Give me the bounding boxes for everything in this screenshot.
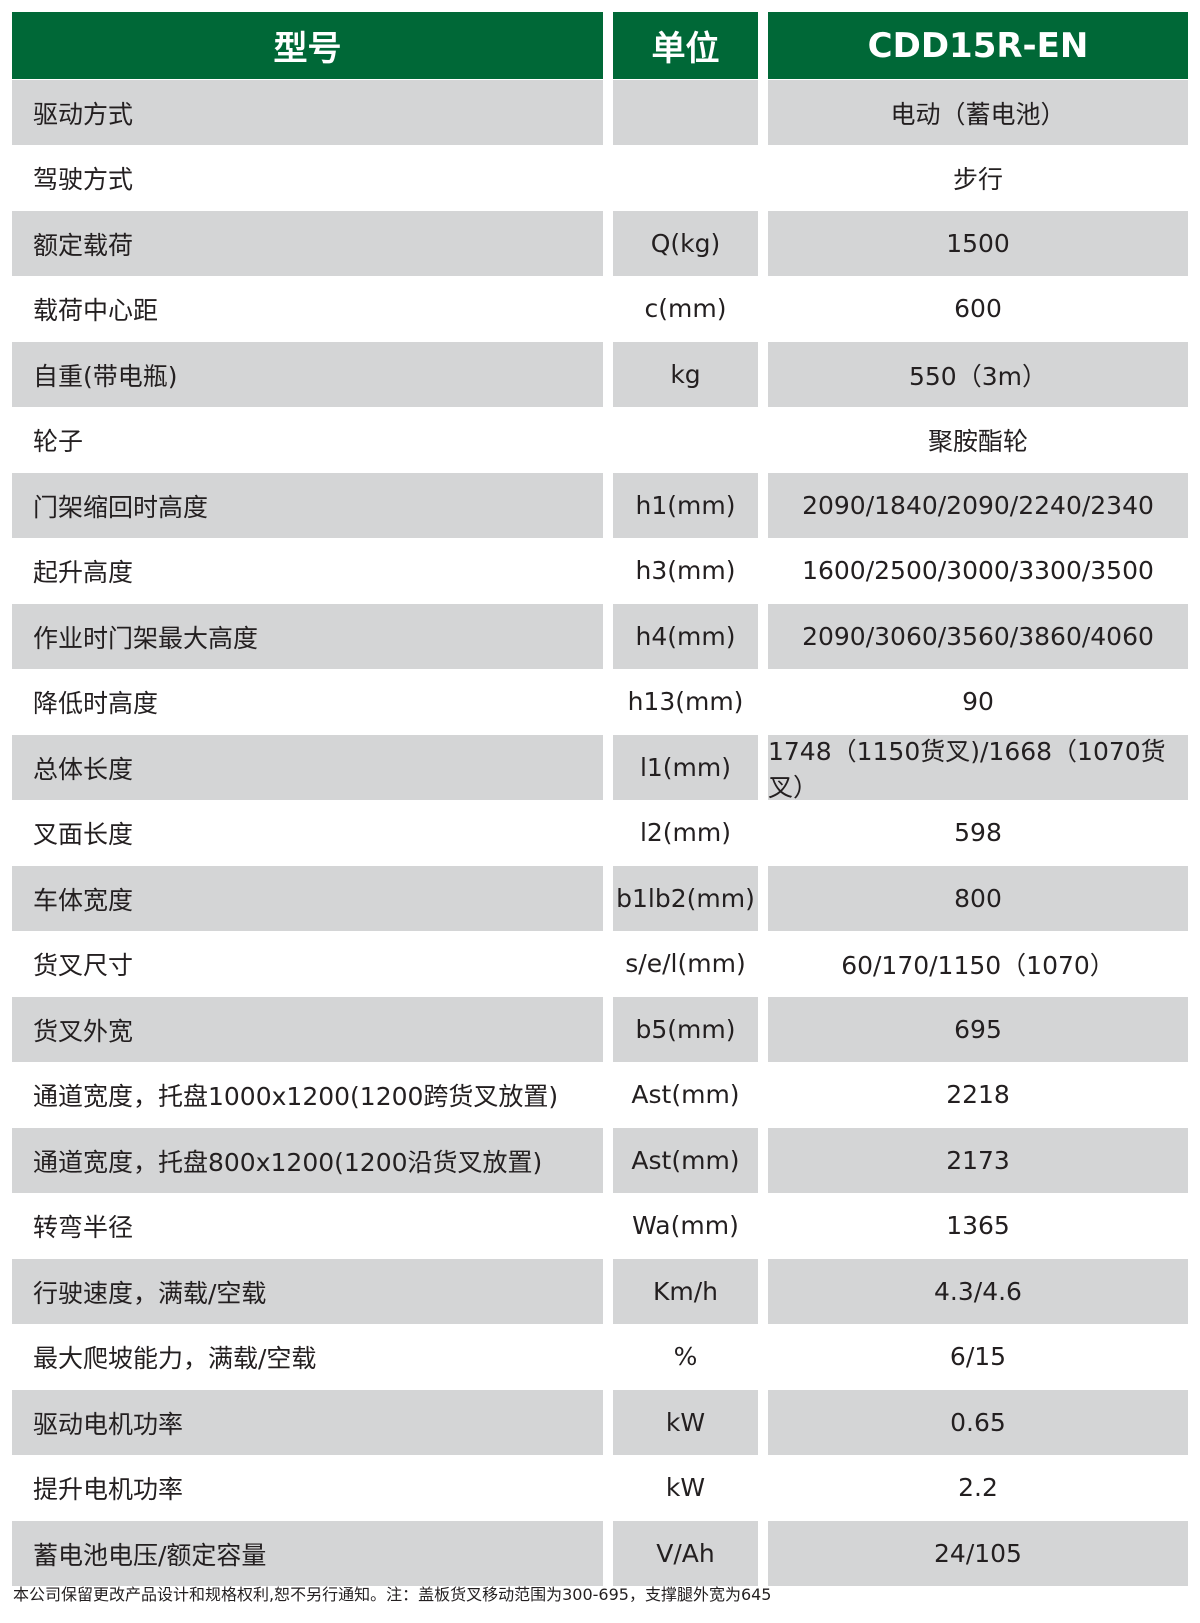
- spec-unit: kW: [665, 1473, 706, 1502]
- table-row: 起升高度 h3(mm) 1600/2500/3000/3300/3500: [12, 538, 1188, 603]
- spec-unit: Wa(mm): [632, 1211, 739, 1240]
- spec-name: 转弯半径: [33, 1212, 134, 1242]
- spec-name: 提升电机功率: [33, 1474, 184, 1504]
- spec-value: 步行: [952, 164, 1003, 194]
- spec-unit: h1(mm): [613, 473, 758, 538]
- table-row: 作业时门架最大高度 h4(mm) 2090/3060/3560/3860/4060: [12, 603, 1188, 669]
- spec-value: 1500: [768, 211, 1188, 276]
- spec-unit: V/Ah: [613, 1521, 758, 1586]
- spec-value: 2090/1840/2090/2240/2340: [768, 473, 1188, 538]
- spec-value: 2090/3060/3560/3860/4060: [768, 604, 1188, 669]
- spec-value: 4.3/4.6: [768, 1259, 1188, 1324]
- spec-value: 2218: [946, 1080, 1010, 1109]
- spec-unit: [613, 407, 758, 472]
- table-row: 载荷中心距 c(mm) 600: [12, 276, 1188, 341]
- spec-value: 1600/2500/3000/3300/3500: [802, 556, 1154, 585]
- table-row: 车体宽度 b1lb2(mm) 800: [12, 865, 1188, 931]
- spec-name: 最大爬坡能力，满载/空载: [33, 1343, 317, 1373]
- spec-unit: h4(mm): [613, 604, 758, 669]
- spec-name: 通道宽度，托盘800x1200(1200沿货叉放置): [12, 1128, 603, 1193]
- spec-name: 驱动方式: [12, 80, 603, 145]
- table-row: 门架缩回时高度 h1(mm) 2090/1840/2090/2240/2340: [12, 472, 1188, 538]
- table-row: 总体长度 l1(mm) 1748（1150货叉)/1668（1070货叉）: [12, 734, 1188, 802]
- spec-name: 通道宽度，托盘1000x1200(1200跨货叉放置): [33, 1081, 559, 1111]
- spec-value: 60/170/1150（1070）: [841, 950, 1115, 980]
- table-row: 转弯半径 Wa(mm) 1365: [12, 1193, 1188, 1258]
- spec-value: 695: [768, 997, 1188, 1062]
- table-row: 叉面长度 l2(mm) 598: [12, 800, 1188, 865]
- table-row: 额定载荷 Q(kg) 1500: [12, 210, 1188, 276]
- spec-unit: Ast(mm): [631, 1080, 740, 1109]
- spec-name: 行驶速度，满载/空载: [12, 1259, 603, 1324]
- table-row: 通道宽度，托盘800x1200(1200沿货叉放置) Ast(mm) 2173: [12, 1127, 1188, 1193]
- table-row: 蓄电池电压/额定容量 V/Ah 24/105: [12, 1520, 1188, 1586]
- header-unit-label: 单位: [613, 12, 758, 79]
- spec-value: 600: [954, 294, 1002, 323]
- table-header: 型号 单位 CDD15R-EN: [12, 12, 1188, 79]
- spec-unit: Km/h: [613, 1259, 758, 1324]
- spec-name: 总体长度: [12, 735, 603, 800]
- spec-unit: h3(mm): [635, 556, 736, 585]
- spec-unit: h13(mm): [627, 687, 744, 716]
- table-row: 轮子 聚胺酯轮: [12, 407, 1188, 472]
- spec-value: 1748（1150货叉)/1668（1070货叉）: [768, 735, 1188, 802]
- table-row: 提升电机功率 kW 2.2: [12, 1455, 1188, 1520]
- spec-unit: l1(mm): [613, 735, 758, 800]
- spec-value: 2.2: [958, 1473, 998, 1502]
- spec-name: 驱动电机功率: [12, 1390, 603, 1455]
- spec-name: 货叉外宽: [12, 997, 603, 1062]
- spec-name: 作业时门架最大高度: [12, 604, 603, 669]
- spec-unit: [613, 145, 758, 210]
- spec-name: 驾驶方式: [33, 164, 134, 194]
- spec-unit: kg: [613, 342, 758, 407]
- spec-name: 载荷中心距: [33, 295, 159, 325]
- table-row: 货叉尺寸 s/e/l(mm) 60/170/1150（1070）: [12, 931, 1188, 996]
- spec-value: 598: [954, 818, 1002, 847]
- spec-value: 聚胺酯轮: [927, 426, 1028, 456]
- table-row: 行驶速度，满载/空载 Km/h 4.3/4.6: [12, 1258, 1188, 1324]
- table-row: 驾驶方式 步行: [12, 145, 1188, 210]
- spec-unit: c(mm): [644, 294, 727, 323]
- footer-note: 本公司保留更改产品设计和规格权利,恕不另行通知。注：盖板货叉移动范围为300-6…: [13, 1585, 772, 1604]
- spec-table: 型号 单位 CDD15R-EN 驱动方式 电动（蓄电池） 驾驶方式 步行额定载荷 Q(k…: [12, 12, 1188, 1586]
- spec-unit: b5(mm): [613, 997, 758, 1062]
- table-row: 通道宽度，托盘1000x1200(1200跨货叉放置) Ast(mm) 2218: [12, 1062, 1188, 1127]
- spec-value: 6/15: [949, 1342, 1007, 1371]
- spec-name: 起升高度: [33, 557, 134, 587]
- table-row: 货叉外宽 b5(mm) 695: [12, 996, 1188, 1062]
- spec-name: 蓄电池电压/额定容量: [12, 1521, 603, 1586]
- table-row: 驱动方式 电动（蓄电池）: [12, 79, 1188, 145]
- spec-name: 额定载荷: [12, 211, 603, 276]
- table-row: 降低时高度 h13(mm) 90: [12, 669, 1188, 734]
- table-row: 自重(带电瓶) kg 550（3m）: [12, 341, 1188, 407]
- header-model-value: CDD15R-EN: [768, 12, 1188, 79]
- spec-name: 轮子: [33, 426, 84, 456]
- spec-value: 90: [962, 687, 994, 716]
- spec-name: 降低时高度: [33, 688, 159, 718]
- spec-unit: l2(mm): [639, 818, 732, 847]
- spec-name: 车体宽度: [12, 866, 603, 931]
- spec-value: 1365: [946, 1211, 1010, 1240]
- header-model-label: 型号: [12, 12, 603, 79]
- spec-name: 自重(带电瓶): [12, 342, 603, 407]
- spec-unit: %: [673, 1342, 698, 1371]
- spec-unit: Ast(mm): [613, 1128, 758, 1193]
- spec-value: 0.65: [768, 1390, 1188, 1455]
- spec-name: 货叉尺寸: [33, 950, 134, 980]
- spec-value: 2173: [768, 1128, 1188, 1193]
- table-row: 驱动电机功率 kW 0.65: [12, 1389, 1188, 1455]
- spec-name: 叉面长度: [33, 819, 134, 849]
- spec-value: 800: [768, 866, 1188, 931]
- spec-value: 电动（蓄电池）: [768, 80, 1188, 145]
- spec-value: 24/105: [768, 1521, 1188, 1586]
- table-row: 最大爬坡能力，满载/空载% 6/15: [12, 1324, 1188, 1389]
- spec-unit: [613, 80, 758, 145]
- spec-unit: Q(kg): [613, 211, 758, 276]
- spec-value: 550（3m）: [768, 342, 1188, 407]
- spec-unit: b1lb2(mm): [613, 866, 758, 931]
- spec-unit: kW: [613, 1390, 758, 1455]
- spec-unit: s/e/l(mm): [625, 949, 746, 978]
- spec-name: 门架缩回时高度: [12, 473, 603, 538]
